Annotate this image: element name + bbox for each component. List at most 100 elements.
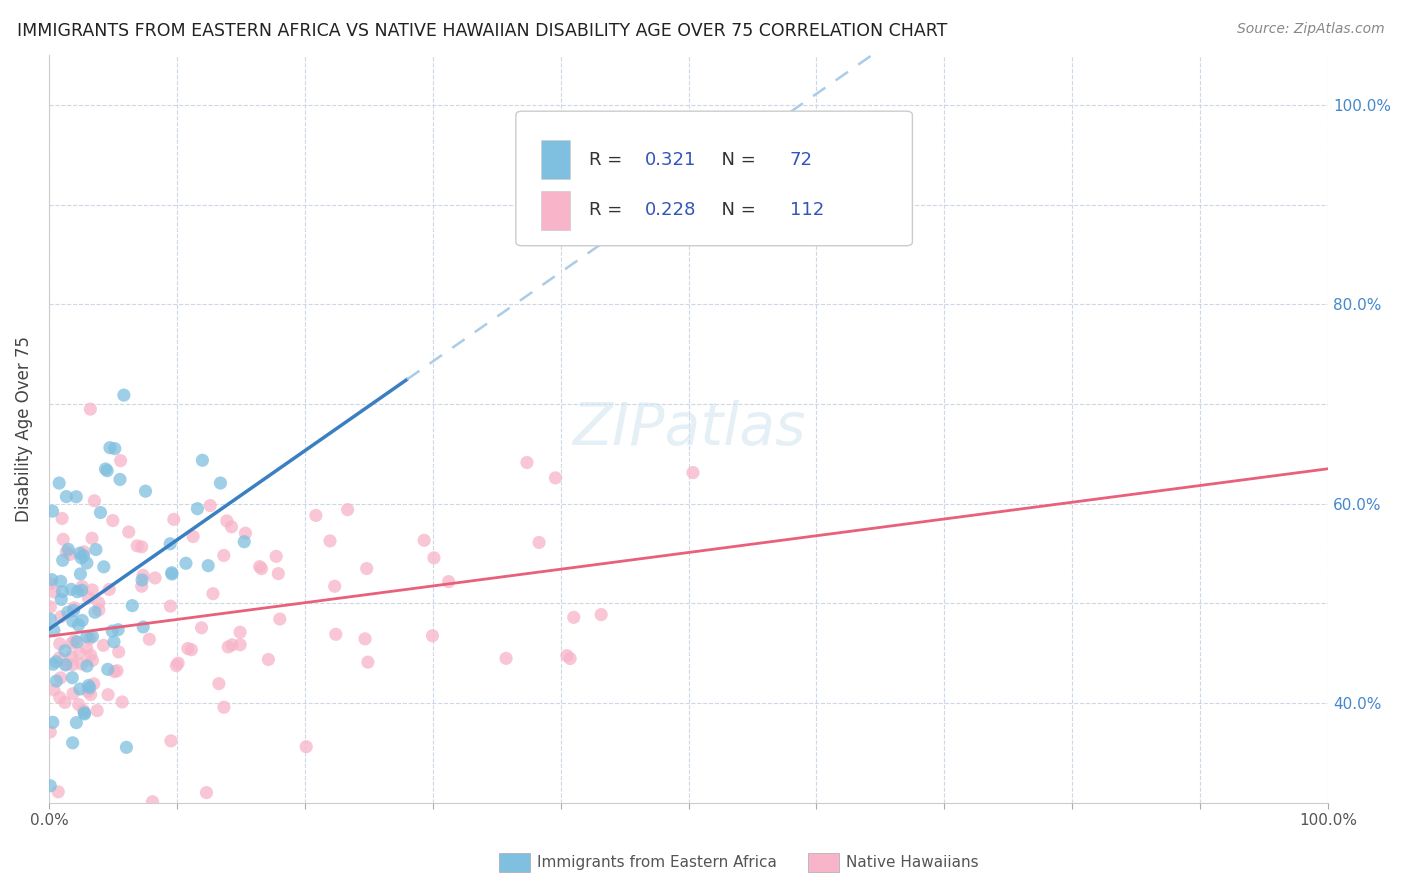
Point — [39, 612, 62, 626]
Bar — [541, 140, 569, 179]
Point — [357, 655, 380, 669]
Point — [107, 645, 129, 659]
Point — [93, 559, 115, 574]
Point — [82, 653, 104, 667]
Point — [59, 548, 82, 562]
Point — [82, 582, 104, 597]
Point — [69, 646, 91, 660]
Point — [62, 736, 84, 750]
Point — [127, 539, 149, 553]
Point — [76, 630, 98, 644]
Point — [89, 506, 111, 520]
Point — [70, 657, 93, 671]
Point — [112, 388, 135, 402]
Point — [44, 585, 66, 599]
Point — [190, 621, 212, 635]
Point — [53, 644, 76, 658]
Point — [82, 630, 104, 644]
Point — [51, 592, 73, 607]
Text: N =: N = — [710, 202, 762, 219]
Point — [562, 610, 585, 624]
Point — [325, 627, 347, 641]
Point — [48, 651, 70, 665]
Point — [413, 533, 436, 548]
Point — [70, 583, 93, 598]
Point — [160, 567, 183, 582]
Point — [141, 795, 163, 809]
Point — [41, 504, 63, 518]
Text: Source: ZipAtlas.com: Source: ZipAtlas.com — [1237, 22, 1385, 37]
Point — [143, 571, 166, 585]
Point — [72, 549, 94, 563]
Point — [423, 550, 446, 565]
Point — [39, 599, 62, 614]
Point — [60, 649, 83, 664]
Point — [83, 493, 105, 508]
Point — [55, 545, 77, 559]
Point — [77, 591, 100, 605]
Point — [62, 687, 84, 701]
Point — [62, 657, 84, 672]
Point — [80, 531, 103, 545]
Point — [160, 566, 183, 580]
Point — [63, 600, 86, 615]
Point — [45, 655, 67, 669]
Point — [319, 533, 342, 548]
Point — [97, 662, 120, 676]
Point — [167, 656, 190, 670]
Point — [103, 635, 125, 649]
Point — [69, 546, 91, 560]
Point — [42, 657, 65, 672]
Point — [97, 688, 120, 702]
Point — [72, 704, 94, 718]
Text: Native Hawaiians: Native Hawaiians — [846, 855, 979, 870]
Point — [249, 559, 271, 574]
Point — [103, 665, 125, 679]
Point — [41, 573, 63, 587]
Point — [195, 786, 218, 800]
Point — [111, 695, 134, 709]
Point — [215, 514, 238, 528]
Point — [422, 629, 444, 643]
Point — [73, 706, 96, 720]
Point — [42, 624, 65, 638]
Point — [58, 542, 80, 557]
Point — [60, 582, 83, 597]
Point — [516, 455, 538, 469]
Point — [51, 511, 73, 525]
Point — [212, 700, 235, 714]
Point — [495, 651, 517, 665]
Point — [49, 574, 72, 589]
Point — [39, 779, 62, 793]
Point — [191, 453, 214, 467]
Point — [93, 638, 115, 652]
Point — [233, 534, 256, 549]
FancyBboxPatch shape — [516, 112, 912, 245]
Point — [105, 664, 128, 678]
Point — [51, 584, 73, 599]
Point — [65, 715, 87, 730]
Point — [591, 607, 613, 622]
Point — [197, 558, 219, 573]
Point — [264, 549, 287, 564]
Point — [60, 636, 83, 650]
Bar — [541, 191, 569, 229]
Point — [42, 715, 65, 730]
Point — [86, 704, 108, 718]
Point — [73, 545, 96, 559]
Point — [76, 556, 98, 570]
Point — [159, 537, 181, 551]
Point — [108, 472, 131, 486]
Point — [79, 688, 101, 702]
Point — [132, 620, 155, 634]
Point — [96, 464, 118, 478]
Point — [336, 502, 359, 516]
Point — [104, 442, 127, 456]
Point — [134, 484, 156, 499]
Point — [229, 625, 252, 640]
Point — [132, 568, 155, 582]
Point — [63, 633, 86, 648]
Point — [221, 638, 243, 652]
Point — [66, 584, 89, 599]
Point — [558, 651, 581, 665]
